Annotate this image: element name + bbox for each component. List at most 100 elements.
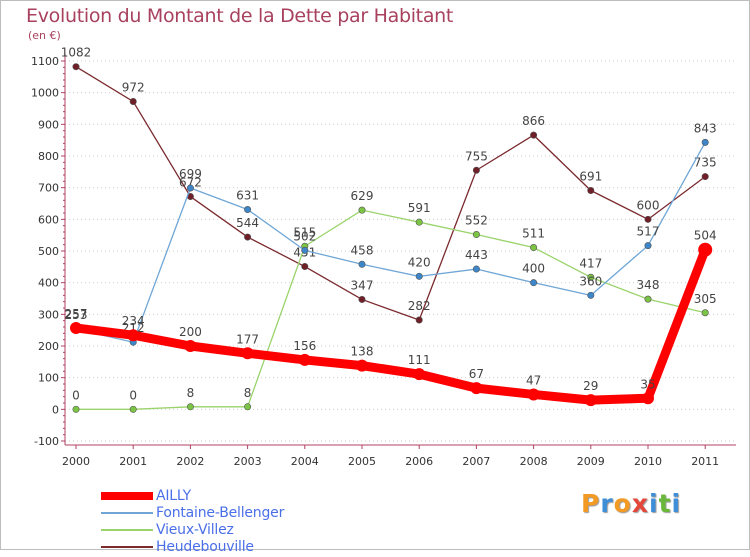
y-tick-label: 100 <box>38 372 59 385</box>
data-point <box>415 316 423 324</box>
data-label: 691 <box>579 170 602 184</box>
data-point <box>587 291 595 299</box>
data-point <box>244 206 252 214</box>
brand-letter: t <box>658 489 672 518</box>
x-tick-label: 2002 <box>176 455 204 468</box>
data-label: 843 <box>694 121 717 135</box>
data-label: 600 <box>637 198 660 212</box>
x-tick-label: 2003 <box>234 455 262 468</box>
data-label: 8 <box>187 386 195 400</box>
x-tick-label: 2010 <box>634 455 662 468</box>
y-tick-label: 800 <box>38 150 59 163</box>
data-label: 253 <box>65 308 88 322</box>
data-label: 47 <box>526 373 541 387</box>
series-line-fontaine-bellenger <box>75 141 706 343</box>
brand-letter: i <box>649 489 659 518</box>
legend-swatch <box>101 492 153 500</box>
data-point <box>415 272 423 280</box>
data-point <box>644 215 652 223</box>
data-label: 67 <box>469 367 484 381</box>
data-point <box>129 405 137 413</box>
data-label: 735 <box>694 156 717 170</box>
data-label: 305 <box>694 292 717 306</box>
data-point <box>356 359 368 372</box>
legend-swatch <box>101 529 153 531</box>
data-point <box>701 309 709 317</box>
data-label: 348 <box>637 278 660 292</box>
data-point <box>472 265 480 273</box>
data-point <box>644 295 652 303</box>
data-label: 420 <box>408 255 431 269</box>
data-point <box>415 218 423 226</box>
data-label: 35 <box>640 377 655 391</box>
brand-letter: P <box>581 489 601 518</box>
y-tick-label: 1000 <box>31 87 59 100</box>
data-point <box>301 263 309 271</box>
x-tick-label: 2001 <box>119 455 147 468</box>
x-tick-label: 2004 <box>291 455 319 468</box>
legend-label: AILLY <box>156 488 191 504</box>
data-point <box>244 233 252 241</box>
x-tick-label: 2006 <box>405 455 433 468</box>
data-point <box>72 405 80 413</box>
data-point <box>642 392 654 405</box>
data-label: 544 <box>236 216 259 230</box>
data-point <box>530 131 538 139</box>
data-point <box>470 382 483 395</box>
legend-item: Vieux-Villez <box>101 522 401 540</box>
y-tick-label: 400 <box>38 277 59 290</box>
data-point <box>587 187 595 195</box>
data-label: 672 <box>179 176 202 190</box>
brand-letter: i <box>671 489 682 518</box>
data-point <box>244 403 252 411</box>
data-label: 400 <box>522 262 545 276</box>
legend-label: Vieux-Villez <box>156 522 234 538</box>
legend-item: Heudebouville <box>101 539 401 557</box>
data-label: 517 <box>637 225 660 239</box>
x-tick-label: 2008 <box>520 455 548 468</box>
y-tick-label: 900 <box>38 118 59 131</box>
chart-unit: (en €) <box>28 29 61 42</box>
y-tick-label: 500 <box>38 245 59 258</box>
data-label: 156 <box>293 339 316 353</box>
data-point <box>472 231 480 239</box>
chart-title: Evolution du Montant de la Dette par Hab… <box>26 5 454 27</box>
data-label: 0 <box>72 388 80 402</box>
legend: AILLY Fontaine-Bellenger Vieux-Villez Heude… <box>101 488 401 557</box>
data-point <box>644 242 652 250</box>
legend-item: Fontaine-Bellenger <box>101 505 401 523</box>
data-point <box>698 242 713 257</box>
legend-swatch <box>101 546 153 548</box>
data-label: 177 <box>236 332 259 346</box>
brand-letter: x <box>631 489 649 518</box>
data-point <box>358 206 366 214</box>
data-point <box>413 368 426 381</box>
data-label: 458 <box>351 243 374 257</box>
data-point <box>358 260 366 268</box>
data-label: 138 <box>351 345 374 359</box>
brand-letter: o <box>613 489 632 518</box>
data-label: 443 <box>465 248 488 262</box>
y-tick-label: 700 <box>38 182 59 195</box>
data-label: 972 <box>122 81 145 95</box>
data-label: 552 <box>465 214 488 228</box>
data-label: 0 <box>129 388 137 402</box>
data-label: 417 <box>579 256 602 270</box>
y-tick-label: 600 <box>38 213 59 226</box>
y-tick-label: 1100 <box>31 55 59 68</box>
data-point <box>186 184 194 192</box>
brand-logo: Proxiti <box>581 489 681 518</box>
data-point <box>701 138 709 146</box>
data-label: 504 <box>694 229 717 243</box>
data-point <box>301 246 309 254</box>
legend-label: Fontaine-Bellenger <box>156 505 285 521</box>
legend-label: Heudebouville <box>156 539 254 555</box>
data-label: 8 <box>244 386 252 400</box>
data-label: 360 <box>579 274 602 288</box>
series-line-heudebouville <box>75 66 706 321</box>
y-tick-label: 300 <box>38 308 59 321</box>
legend-item: AILLY <box>101 488 401 506</box>
data-point <box>584 394 597 407</box>
